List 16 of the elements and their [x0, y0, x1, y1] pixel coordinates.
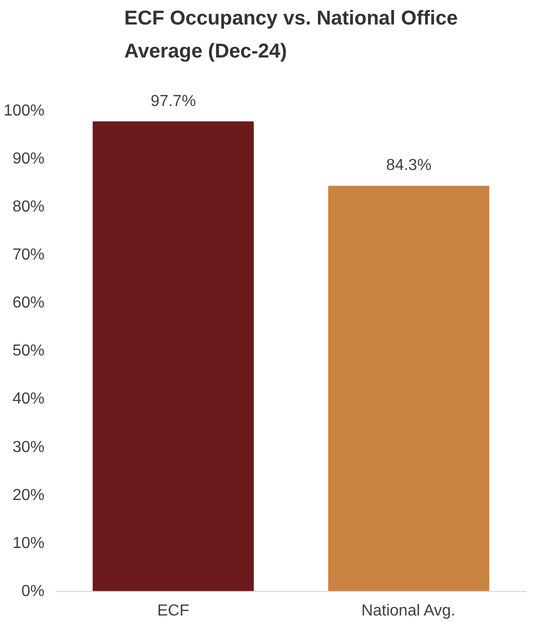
y-tick-label: 90%	[12, 150, 45, 168]
x-tick-label: ECF	[157, 602, 190, 620]
x-tick-label: National Avg.	[361, 602, 456, 620]
y-tick-label: 0%	[21, 583, 44, 600]
y-tick-label: 60%	[12, 294, 45, 312]
data-label: 84.3%	[386, 157, 432, 174]
chart-title: ECF Occupancy vs. National Office Average (Dec-24)	[124, 8, 458, 62]
y-tick-label: 30%	[12, 438, 45, 456]
data-label: 97.7%	[150, 92, 196, 110]
y-tick-label: 10%	[12, 534, 45, 552]
y-tick-label: 100%	[4, 102, 44, 120]
y-tick-label: 20%	[12, 486, 45, 504]
y-tick-label: 50%	[12, 342, 45, 360]
y-tick-label: 70%	[12, 246, 45, 264]
y-tick-label: 80%	[12, 198, 45, 216]
y-tick-label: 40%	[12, 390, 45, 408]
